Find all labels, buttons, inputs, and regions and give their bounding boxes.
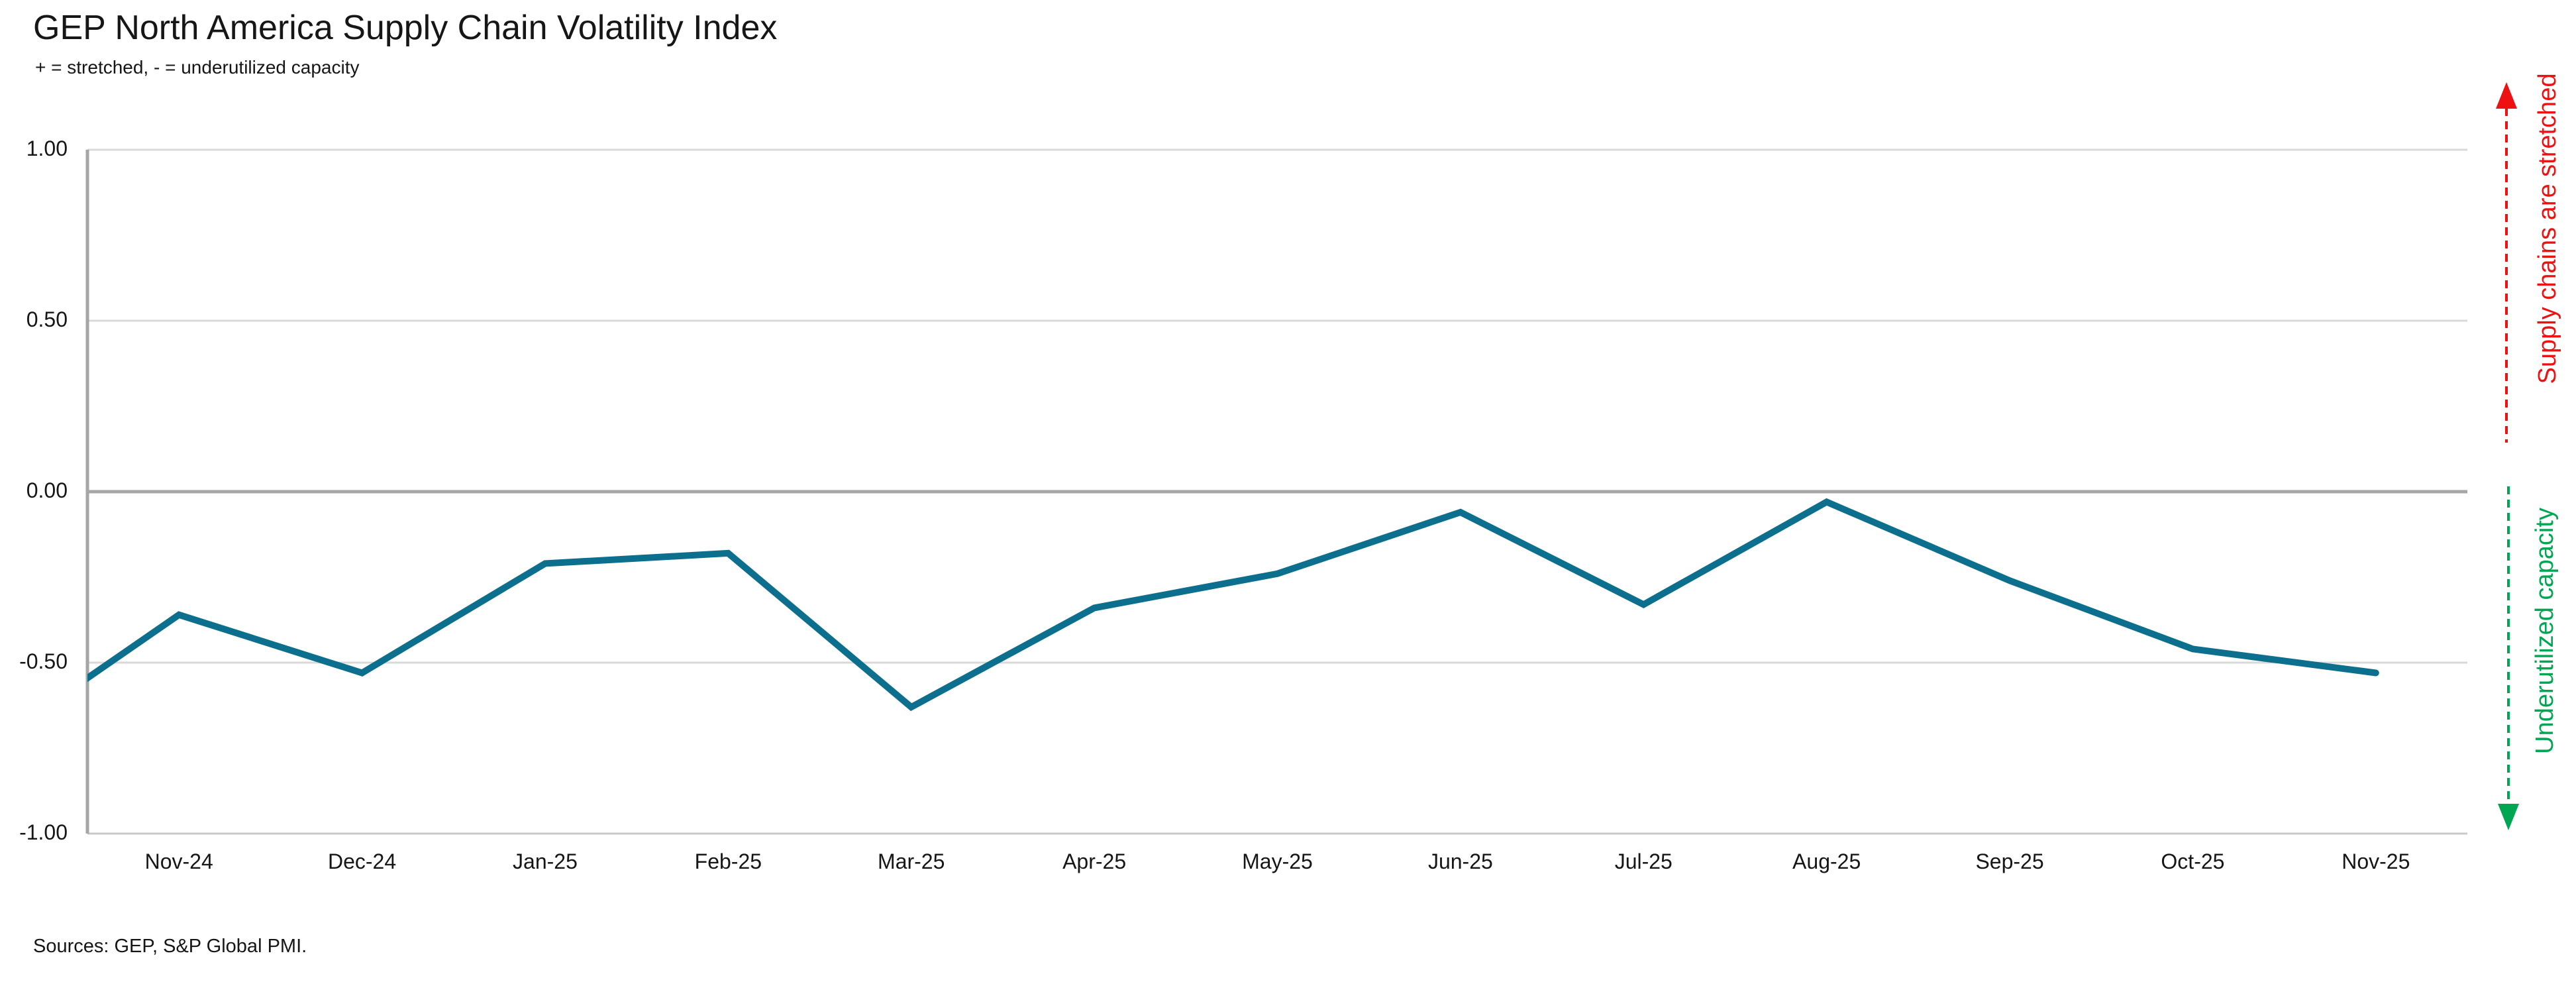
x-tick-label: Jun-25 <box>1427 849 1493 873</box>
underutilized-arrow-icon <box>2498 486 2519 830</box>
x-tick-label: Oct-25 <box>2161 849 2225 873</box>
x-tick-label: Apr-25 <box>1062 849 1127 873</box>
x-tick-label: Feb-25 <box>694 849 762 873</box>
y-tick-label: 0.50 <box>26 307 68 331</box>
volatility-line <box>87 498 2379 712</box>
x-tick-label: May-25 <box>1242 849 1313 873</box>
gridlines <box>87 148 2467 835</box>
x-tick-label: Sep-25 <box>1975 849 2044 873</box>
chart-title: GEP North America Supply Chain Volatilit… <box>33 9 778 47</box>
x-tick-label: Jul-25 <box>1614 849 1673 873</box>
y-tick-label: 0.00 <box>26 478 68 502</box>
x-tick-label: Aug-25 <box>1792 849 1861 873</box>
y-tick-label: -0.50 <box>19 649 68 673</box>
underutilized-axis-label: Underutilized capacity <box>2531 508 2559 754</box>
x-tick-label: Nov-25 <box>2342 849 2410 873</box>
stretched-axis-label: Supply chains are stretched <box>2534 73 2561 384</box>
y-tick-label: 1.00 <box>26 137 68 160</box>
stretched-arrow-icon <box>2496 82 2517 443</box>
sources-note: Sources: GEP, S&P Global PMI. <box>33 936 307 957</box>
y-tick-label: -1.00 <box>19 820 68 844</box>
chart-subtitle: + = stretched, - = underutilized capacit… <box>35 57 360 78</box>
x-tick-label: Dec-24 <box>327 849 397 873</box>
x-tick-label: Jan-25 <box>513 849 578 873</box>
x-tick-label: Nov-24 <box>144 849 213 873</box>
x-tick-label: Mar-25 <box>878 849 945 873</box>
